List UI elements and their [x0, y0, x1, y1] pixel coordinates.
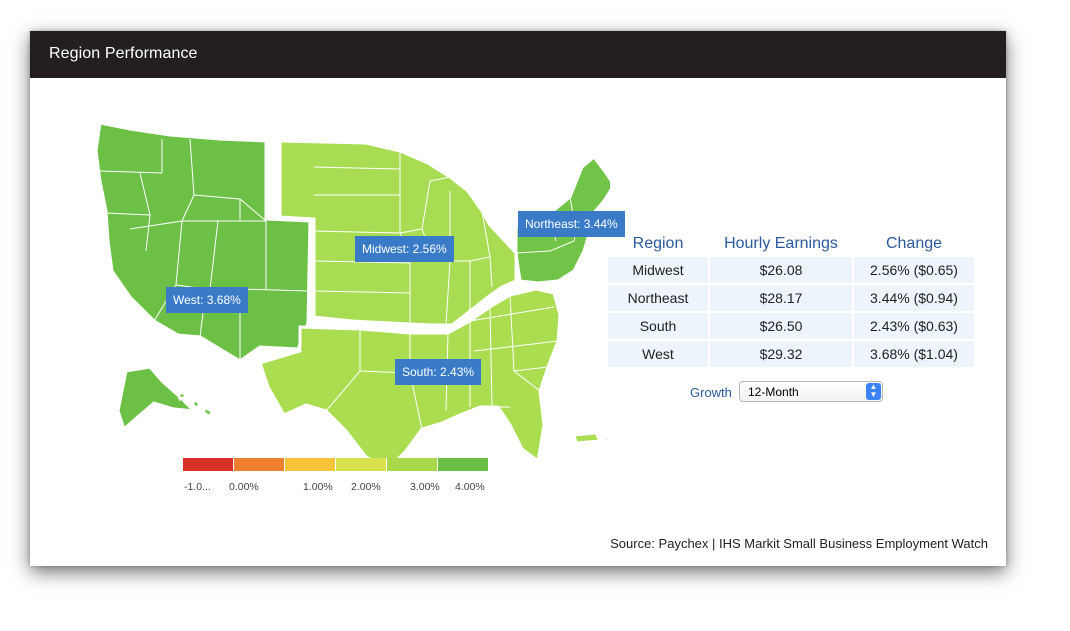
- table-row: Midwest $26.08 2.56% ($0.65): [608, 257, 974, 283]
- legend-segment: [234, 458, 285, 471]
- table-row: South $26.50 2.43% ($0.63): [608, 313, 974, 339]
- select-stepper-icon: ▲ ▼: [866, 383, 881, 400]
- legend-segment: [438, 458, 488, 471]
- legend-segment: [387, 458, 438, 471]
- region-earnings-table: Region Hourly Earnings Change Midwest $2…: [606, 231, 976, 369]
- cell-region: Northeast: [608, 285, 708, 311]
- column-header-hourly-earnings: Hourly Earnings: [724, 235, 838, 252]
- legend-tick: 0.00%: [229, 481, 259, 493]
- cell-region: West: [608, 341, 708, 367]
- legend-segment: [336, 458, 387, 471]
- legend-tick: 2.00%: [351, 481, 381, 493]
- color-scale-legend: -1.0... 0.00% 1.00% 2.00% 3.00% 4.00%: [183, 458, 488, 498]
- table-header-row: Region Hourly Earnings Change: [608, 233, 974, 255]
- card-title: Region Performance: [49, 45, 198, 62]
- column-header-region: Region: [632, 235, 684, 252]
- color-scale-bar: [183, 458, 488, 471]
- growth-period-value: 12-Month: [748, 385, 799, 399]
- legend-tick: 3.00%: [410, 481, 440, 493]
- legend-tick: -1.0...: [184, 481, 211, 493]
- map-label-west: West: 3.68%: [166, 287, 248, 313]
- cell-change: 3.68% ($1.04): [854, 341, 974, 367]
- growth-label: Growth: [690, 385, 732, 400]
- legend-tick: 1.00%: [303, 481, 333, 493]
- legend-segment: [285, 458, 336, 471]
- cell-hourly-earnings: $26.08: [710, 257, 852, 283]
- card-header: Region Performance: [30, 31, 1006, 78]
- region-west-alaska[interactable]: [116, 365, 199, 432]
- us-region-map[interactable]: West: 3.68% Midwest: 2.56% Northeast: 3.…: [70, 111, 625, 471]
- region-west-hawaii[interactable]: [175, 391, 214, 420]
- cell-hourly-earnings: $28.17: [710, 285, 852, 311]
- table-row: Northeast $28.17 3.44% ($0.94): [608, 285, 974, 311]
- cell-region: South: [608, 313, 708, 339]
- legend-ticks: -1.0... 0.00% 1.00% 2.00% 3.00% 4.00%: [183, 481, 488, 495]
- map-svg: [94, 121, 610, 471]
- growth-period-select[interactable]: 12-Month ▲ ▼: [739, 381, 883, 402]
- region-south-puerto-rico[interactable]: [572, 431, 610, 445]
- region-west[interactable]: [94, 121, 312, 363]
- region-performance-card: Region Performance West:: [30, 31, 1006, 566]
- cell-change: 2.56% ($0.65): [854, 257, 974, 283]
- table-row: West $29.32 3.68% ($1.04): [608, 341, 974, 367]
- cell-hourly-earnings: $26.50: [710, 313, 852, 339]
- cell-region: Midwest: [608, 257, 708, 283]
- cell-change: 2.43% ($0.63): [854, 313, 974, 339]
- cell-hourly-earnings: $29.32: [710, 341, 852, 367]
- source-note: Source: Paychex | IHS Markit Small Busin…: [610, 536, 988, 551]
- legend-tick: 4.00%: [455, 481, 485, 493]
- map-label-south: South: 2.43%: [395, 359, 482, 385]
- column-header-change: Change: [885, 235, 943, 252]
- cell-change: 3.44% ($0.94): [854, 285, 974, 311]
- map-label-midwest: Midwest: 2.56%: [355, 236, 454, 262]
- map-label-northeast: Northeast: 3.44%: [518, 211, 625, 237]
- legend-segment: [183, 458, 234, 471]
